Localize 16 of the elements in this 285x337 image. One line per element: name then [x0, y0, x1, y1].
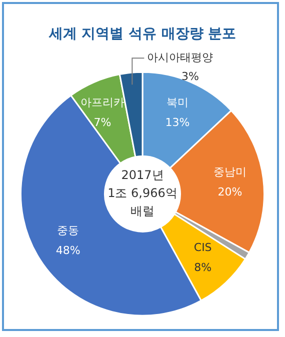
slice-label: 북미	[166, 96, 189, 109]
slice-label: 아프리카	[80, 96, 124, 109]
data-label: 8%	[194, 261, 212, 274]
text: 1조 6,966억	[108, 186, 178, 200]
data-label: 48%	[56, 244, 80, 257]
data-label: 7%	[94, 116, 112, 129]
data-label: 13%	[165, 116, 190, 129]
slice-label: 중남미	[213, 166, 246, 179]
chart-title: 세계 지역별 석유 매장량 분포	[48, 26, 236, 42]
slice-label: 중동	[57, 224, 80, 237]
slice-label: 아시아태평양	[147, 51, 214, 64]
data-label: 20%	[218, 186, 242, 199]
text: 배럴	[130, 204, 154, 218]
text: 2017년	[121, 168, 164, 182]
data-label: 3%	[181, 70, 199, 84]
slice-label: CIS	[194, 241, 212, 254]
